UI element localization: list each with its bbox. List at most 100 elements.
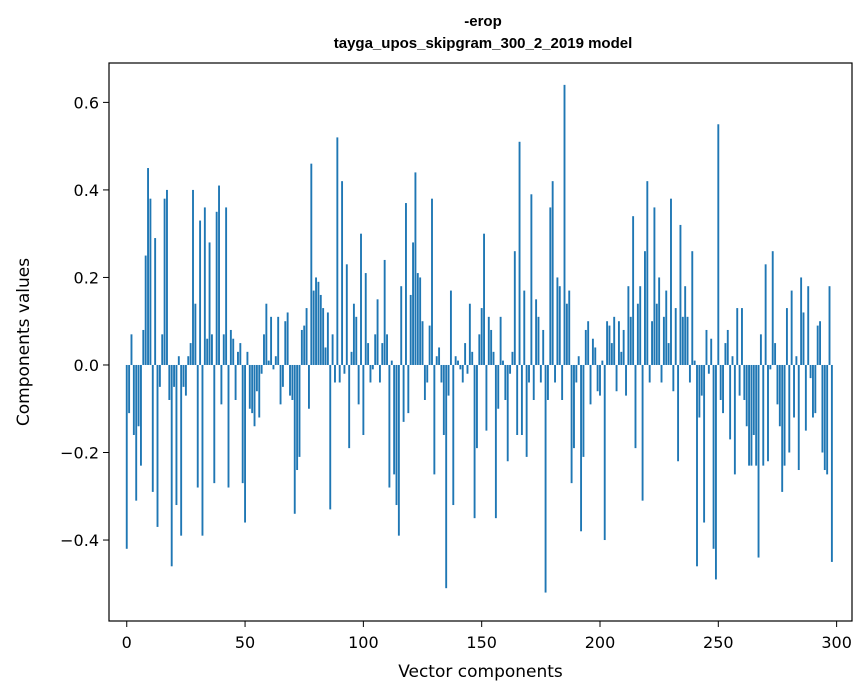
bar-48 bbox=[239, 343, 242, 365]
bar-113 bbox=[393, 364, 396, 475]
bar-144 bbox=[466, 364, 469, 374]
bar-17 bbox=[166, 189, 168, 365]
bar-146 bbox=[471, 351, 474, 365]
bar-108 bbox=[381, 343, 384, 365]
y-tick-label: 0.6 bbox=[74, 93, 99, 112]
bar-205 bbox=[610, 343, 613, 365]
bar-10 bbox=[149, 198, 152, 365]
bar-40 bbox=[220, 364, 223, 405]
bar-series bbox=[125, 84, 833, 593]
bar-37 bbox=[213, 364, 216, 484]
bar-115 bbox=[397, 364, 400, 536]
bar-253 bbox=[724, 343, 727, 365]
bar-232 bbox=[674, 308, 677, 365]
bar-238 bbox=[688, 364, 691, 383]
bar-286 bbox=[802, 312, 805, 365]
bar-155 bbox=[492, 351, 495, 365]
bar-292 bbox=[816, 325, 819, 365]
bar-124 bbox=[419, 277, 422, 365]
bar-39 bbox=[218, 185, 220, 365]
bar-13 bbox=[156, 364, 159, 527]
bar-128 bbox=[428, 325, 431, 365]
bar-87 bbox=[331, 334, 334, 365]
bar-125 bbox=[421, 321, 424, 365]
bar-1 bbox=[128, 364, 131, 414]
x-tick-label: 150 bbox=[466, 633, 497, 652]
bar-184 bbox=[561, 364, 564, 400]
x-tick-label: 300 bbox=[821, 633, 852, 652]
bar-68 bbox=[286, 312, 289, 365]
bar-281 bbox=[790, 290, 793, 365]
bar-145 bbox=[468, 303, 471, 365]
bar-27 bbox=[189, 343, 192, 365]
bar-174 bbox=[537, 316, 540, 365]
bar-3 bbox=[132, 364, 135, 435]
bar-252 bbox=[722, 364, 724, 414]
bar-261 bbox=[743, 364, 746, 400]
bar-136 bbox=[447, 364, 450, 396]
bar-282 bbox=[793, 364, 795, 418]
bar-112 bbox=[390, 360, 393, 365]
bar-32 bbox=[201, 364, 204, 536]
bar-121 bbox=[412, 242, 415, 365]
bar-25 bbox=[184, 364, 187, 396]
bar-262 bbox=[745, 364, 748, 427]
bar-29 bbox=[194, 303, 197, 365]
bar-157 bbox=[497, 364, 500, 409]
bar-71 bbox=[293, 364, 296, 514]
bar-111 bbox=[388, 364, 391, 488]
bar-183 bbox=[558, 286, 561, 365]
bar-89 bbox=[336, 137, 339, 365]
bar-225 bbox=[658, 277, 661, 365]
bar-8 bbox=[144, 255, 147, 365]
bar-16 bbox=[163, 198, 166, 365]
bar-242 bbox=[698, 364, 701, 418]
bar-250 bbox=[717, 124, 720, 365]
bar-15 bbox=[161, 334, 164, 365]
y-tick-label: 0.0 bbox=[74, 356, 99, 375]
bar-228 bbox=[665, 290, 668, 365]
bar-220 bbox=[646, 181, 649, 365]
bar-188 bbox=[570, 364, 573, 484]
y-axis-label: Components values bbox=[14, 258, 34, 426]
bar-200 bbox=[599, 364, 601, 396]
bar-85 bbox=[326, 312, 329, 365]
bar-162 bbox=[509, 364, 512, 374]
y-tick-label: −0.2 bbox=[60, 444, 99, 463]
bar-58 bbox=[263, 334, 265, 365]
bar-213 bbox=[629, 316, 632, 365]
bar-276 bbox=[778, 364, 781, 427]
bar-143 bbox=[464, 343, 467, 365]
bar-137 bbox=[449, 290, 452, 365]
bar-290 bbox=[812, 364, 814, 418]
bar-26 bbox=[187, 356, 190, 365]
bar-139 bbox=[454, 356, 457, 365]
bar-116 bbox=[400, 286, 403, 365]
bar-269 bbox=[762, 364, 765, 466]
bar-135 bbox=[445, 364, 448, 589]
bar-70 bbox=[291, 364, 294, 400]
bar-129 bbox=[431, 198, 433, 365]
bar-187 bbox=[568, 290, 571, 365]
bar-240 bbox=[693, 360, 696, 365]
bar-114 bbox=[395, 364, 398, 506]
bar-161 bbox=[506, 364, 509, 462]
bar-77 bbox=[308, 364, 310, 409]
bar-226 bbox=[660, 364, 663, 383]
bar-201 bbox=[601, 360, 604, 365]
bar-110 bbox=[386, 334, 388, 365]
bar-171 bbox=[530, 194, 533, 365]
bar-270 bbox=[764, 264, 767, 365]
bar-80 bbox=[315, 277, 317, 365]
bar-65 bbox=[279, 364, 282, 405]
bar-181 bbox=[554, 364, 556, 383]
bar-221 bbox=[648, 364, 651, 383]
bar-150 bbox=[480, 308, 483, 365]
bar-49 bbox=[241, 364, 244, 484]
bar-230 bbox=[670, 198, 672, 365]
bar-229 bbox=[667, 343, 670, 365]
bar-241 bbox=[696, 364, 698, 567]
bar-11 bbox=[151, 364, 154, 492]
x-tick-label: 100 bbox=[348, 633, 379, 652]
bar-109 bbox=[383, 259, 386, 365]
